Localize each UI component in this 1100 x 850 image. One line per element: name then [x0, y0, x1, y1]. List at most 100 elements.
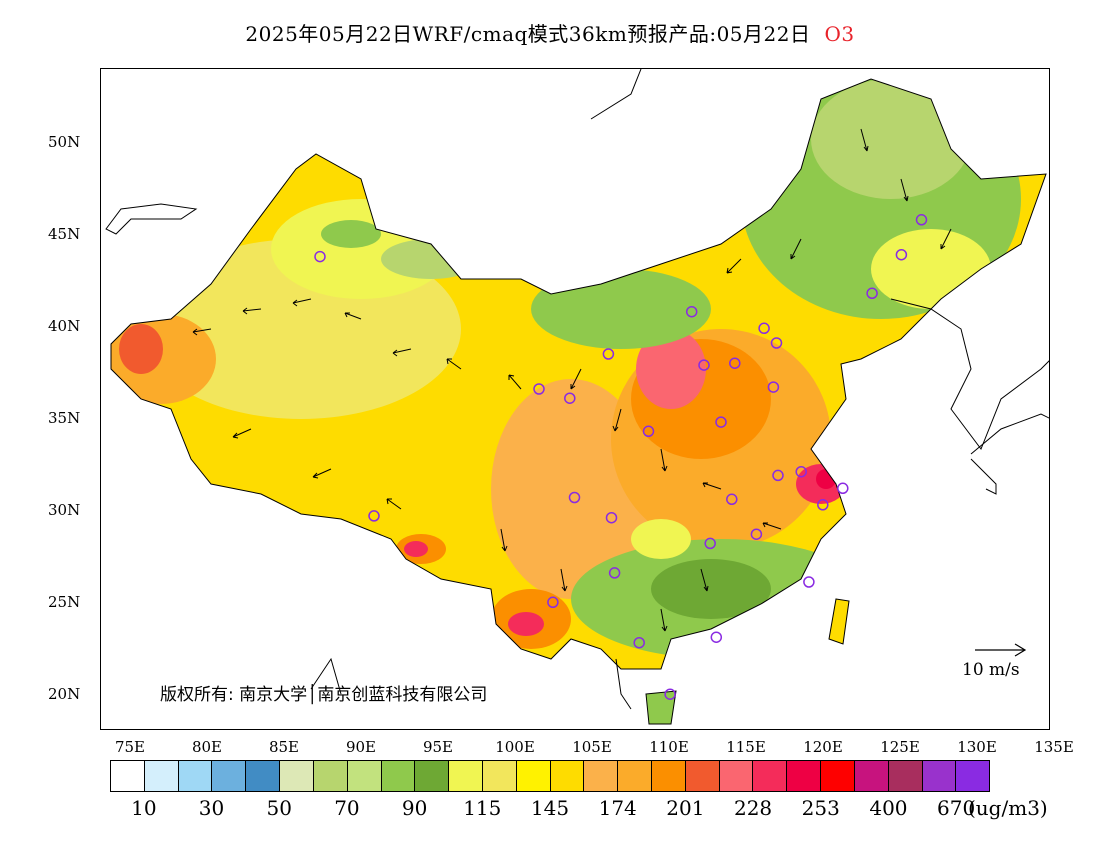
colorbar-swatch [381, 761, 416, 791]
colorbar-label: 90 [401, 796, 428, 820]
lat-tick-label: 45N [48, 225, 81, 243]
title-text: 2025年05月22日WRF/cmaq模式36km预报产品:05月22日 [245, 22, 811, 46]
station-marker [564, 392, 576, 404]
station-marker [770, 337, 783, 349]
lon-tick-label: 120E [803, 738, 843, 756]
station-marker [605, 511, 618, 524]
colorbar-label: 145 [530, 796, 570, 820]
colorbar-swatch [212, 761, 247, 791]
lon-tick-label: 100E [495, 738, 535, 756]
station-marker [895, 248, 908, 261]
species-label: O3 [824, 22, 855, 46]
station-marker [533, 383, 545, 395]
colorbar-swatch [922, 761, 957, 791]
colorbar-label: 201 [666, 796, 705, 820]
lat-tick-label: 20N [48, 685, 81, 703]
colorbar-swatch [652, 761, 686, 791]
colorbar-label: 70 [334, 796, 360, 820]
station-marker [795, 465, 807, 478]
lat-tick-label: 35N [48, 409, 81, 427]
colorbar-label: 50 [266, 796, 292, 820]
station-markers [314, 214, 928, 700]
lon-tick-label: 85E [268, 738, 300, 756]
lat-tick-label: 40N [48, 317, 81, 335]
lon-tick-label: 105E [572, 738, 612, 756]
station-marker [704, 537, 716, 550]
colorbar-swatch [178, 761, 213, 791]
wind-reference-arrow-icon [975, 643, 1027, 657]
lat-tick-label: 25N [48, 593, 81, 611]
colorbar-swatch [821, 761, 855, 791]
colorbar-swatch [280, 761, 314, 791]
colorbar-swatch [787, 761, 822, 791]
copyright-text: 版权所有: 南京大学│南京创蓝科技有限公司 [160, 685, 488, 705]
station-marker [568, 491, 581, 504]
lon-tick-label: 110E [649, 738, 689, 756]
colorbar-swatch [753, 761, 788, 791]
colorbar-swatch [415, 761, 450, 791]
unit-label: (ug/m3) [968, 796, 1048, 820]
station-marker [608, 567, 621, 579]
station-marker [772, 469, 784, 482]
station-marker [547, 596, 559, 609]
colorbar-swatch [144, 761, 179, 791]
station-marker [817, 499, 829, 511]
colorbar-label: 253 [801, 796, 840, 820]
colorbar-swatch [449, 761, 483, 791]
colorbar-swatch [854, 761, 889, 791]
colorbar-swatch [719, 761, 754, 791]
colorbar-label: 670 [937, 796, 976, 820]
lat-tick-label: 30N [48, 501, 81, 519]
colorbar-swatch [888, 761, 923, 791]
colorbar-swatch [313, 761, 348, 791]
map-title: 2025年05月22日WRF/cmaq模式36km预报产品:05月22日 O3 [0, 18, 1100, 47]
colorbar-label: 228 [733, 796, 773, 820]
station-marker [602, 348, 615, 360]
colorbar-swatch [482, 761, 517, 791]
colorbar-swatch [246, 761, 281, 791]
lon-tick-label: 135E [1034, 738, 1074, 756]
colorbar-label: 400 [869, 796, 908, 820]
colorbar-label: 30 [198, 796, 225, 820]
colorbar-swatch [111, 761, 145, 791]
colorbar-swatch [550, 761, 585, 791]
station-marker [314, 250, 326, 263]
station-marker [750, 528, 763, 540]
station-marker [368, 510, 380, 522]
lat-tick-label: 50N [48, 133, 81, 151]
station-marker [866, 287, 878, 300]
colorbar-swatch [584, 761, 619, 791]
lon-tick-label: 125E [880, 738, 920, 756]
colorbar-swatch [618, 761, 652, 791]
lon-tick-label: 130E [957, 738, 997, 756]
station-marker [710, 631, 723, 643]
station-marker [758, 322, 770, 335]
station-marker [726, 493, 738, 506]
wind-vectors [192, 128, 952, 632]
lon-tick-label: 80E [191, 738, 223, 756]
station-marker [803, 576, 815, 588]
colorbar-label: 174 [598, 796, 637, 820]
wind-reference-label: 10 m/s [962, 660, 1020, 680]
colorbar [110, 760, 990, 792]
colorbar-swatch [685, 761, 720, 791]
lon-tick-label: 75E [114, 738, 146, 756]
station-marker [664, 688, 676, 700]
lon-tick-label: 90E [345, 738, 377, 756]
station-marker [767, 381, 780, 393]
forecast-map [100, 68, 1050, 730]
colorbar-swatch [516, 761, 551, 791]
station-marker [915, 214, 928, 226]
station-marker [715, 416, 727, 428]
station-marker [729, 357, 741, 369]
map-svg [105, 69, 1049, 725]
station-marker [685, 305, 698, 318]
station-marker [698, 359, 710, 371]
colorbar-label: 115 [463, 796, 502, 820]
station-marker [837, 482, 849, 495]
station-marker [633, 636, 645, 649]
station-marker [642, 425, 655, 438]
lon-tick-label: 95E [422, 738, 454, 756]
colorbar-label: 10 [131, 796, 157, 820]
colorbar-swatch [347, 761, 382, 791]
